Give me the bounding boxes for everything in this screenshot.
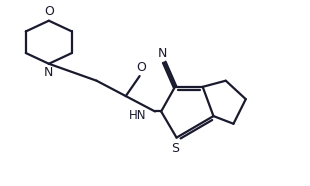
Text: N: N (44, 66, 54, 79)
Text: O: O (44, 5, 54, 18)
Text: N: N (158, 47, 167, 60)
Text: S: S (171, 142, 179, 155)
Text: O: O (136, 61, 146, 74)
Text: HN: HN (129, 109, 146, 122)
